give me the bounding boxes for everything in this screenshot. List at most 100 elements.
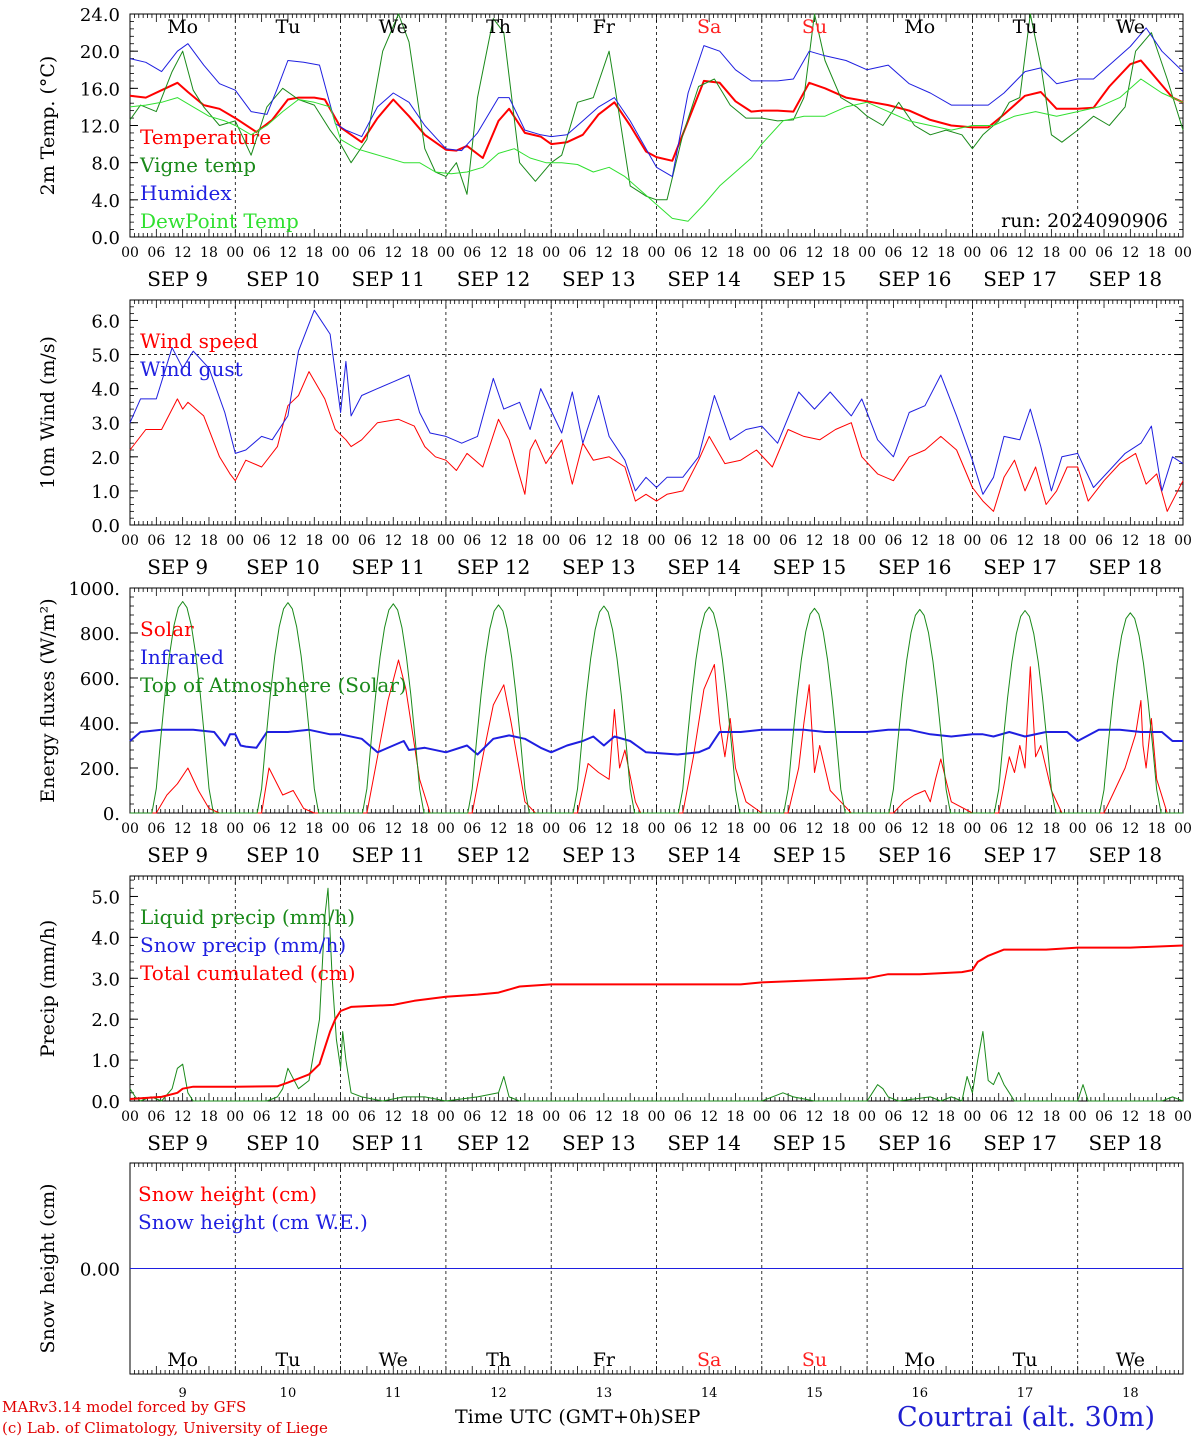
- date-label: SEP 14: [667, 267, 741, 291]
- day-number-label: 14: [701, 1386, 718, 1401]
- hour-label: 18: [305, 1109, 323, 1125]
- legend-entry: Top of Atmosphere (Solar): [140, 673, 407, 697]
- hour-label: 12: [700, 245, 718, 261]
- hour-label: 12: [595, 533, 613, 549]
- hour-label: 06: [885, 533, 903, 549]
- date-label: SEP 12: [457, 1131, 531, 1155]
- hour-label: 00: [542, 821, 560, 837]
- weekday-label: Su: [802, 16, 827, 38]
- hour-label: 00: [858, 245, 876, 261]
- hour-label: 18: [1148, 1109, 1166, 1125]
- hour-label: 06: [1095, 533, 1113, 549]
- hour-label: 00: [332, 821, 350, 837]
- date-label: SEP 15: [773, 843, 847, 867]
- model-credit: MARv3.14 model forced by GFS: [2, 1398, 247, 1416]
- hour-label: 12: [490, 533, 508, 549]
- time-axis-label: Time UTC (GMT+0h)SEP: [455, 1406, 700, 1428]
- hour-label: 06: [1095, 821, 1113, 837]
- date-label: SEP 11: [351, 1131, 425, 1155]
- date-label: SEP 16: [878, 267, 952, 291]
- hour-label: 12: [174, 533, 192, 549]
- y-axis-label: 10m Wind (m/s): [37, 336, 59, 489]
- date-label: SEP 14: [667, 1131, 741, 1155]
- date-label: SEP 11: [351, 843, 425, 867]
- hour-label: 00: [437, 1109, 455, 1125]
- hour-label: 00: [648, 821, 666, 837]
- hour-label: 00: [1174, 821, 1192, 837]
- weekday-label: Th: [486, 16, 511, 38]
- hour-label: 06: [253, 533, 271, 549]
- weekday-label: Fr: [593, 16, 616, 38]
- legend-entry: Wind gust: [140, 357, 243, 381]
- panel-2-frame: [129, 587, 1184, 814]
- hour-label: 06: [779, 821, 797, 837]
- hour-label: 18: [937, 533, 955, 549]
- hour-label: 00: [648, 245, 666, 261]
- hour-label: 06: [990, 533, 1008, 549]
- legend-entry: Total cumulated (cm): [140, 961, 356, 985]
- date-label: SEP 18: [1089, 843, 1163, 867]
- hour-label: 00: [963, 245, 981, 261]
- weekday-label: Mo: [167, 1349, 198, 1371]
- hour-label: 06: [463, 245, 481, 261]
- hour-label: 00: [1069, 1109, 1087, 1125]
- day-number-label: 12: [490, 1386, 507, 1401]
- weekday-label: We: [1116, 16, 1145, 38]
- weekday-label: Tu: [1013, 1349, 1038, 1371]
- hour-label: 06: [990, 245, 1008, 261]
- hour-label: 06: [463, 821, 481, 837]
- y-tick-label: 1.0: [91, 482, 120, 503]
- hour-label: 06: [990, 821, 1008, 837]
- date-label: SEP 10: [246, 843, 320, 867]
- series-line-total-cumulated-cm-: [129, 944, 1184, 1100]
- hour-label: 06: [885, 1109, 903, 1125]
- hour-label: 00: [1069, 245, 1087, 261]
- hour-label: 12: [700, 1109, 718, 1125]
- hour-label: 18: [832, 1109, 850, 1125]
- date-label: SEP 13: [562, 555, 636, 579]
- weekday-label: Mo: [904, 16, 935, 38]
- y-tick-label: 2.0: [91, 1010, 120, 1031]
- legend-entry: Wind speed: [140, 329, 258, 353]
- hour-label: 06: [1095, 245, 1113, 261]
- hour-label: 06: [358, 245, 376, 261]
- hour-label: 18: [200, 1109, 218, 1125]
- hour-label: 18: [1148, 245, 1166, 261]
- y-axis-label: 2m Temp. (°C): [37, 56, 59, 196]
- hour-label: 18: [1148, 821, 1166, 837]
- hour-label: 18: [937, 245, 955, 261]
- legend-entry: Snow height (cm W.E.): [138, 1210, 368, 1234]
- day-number-label: 13: [596, 1386, 613, 1401]
- hour-label: 06: [990, 1109, 1008, 1125]
- hour-label: 18: [305, 821, 323, 837]
- hour-label: 00: [332, 533, 350, 549]
- hour-label: 12: [279, 533, 297, 549]
- series-line-dewpoint-temp: [129, 78, 1184, 222]
- weekday-label: We: [1116, 1349, 1145, 1371]
- y-tick-label: 2.0: [91, 448, 120, 469]
- y-tick-label: 0.0: [91, 1092, 120, 1113]
- hour-label: 12: [595, 821, 613, 837]
- hour-label: 12: [279, 1109, 297, 1125]
- legend-entry: Vigne temp: [139, 153, 256, 177]
- date-label: SEP 17: [983, 555, 1057, 579]
- hour-label: 18: [621, 245, 639, 261]
- hour-label: 00: [437, 533, 455, 549]
- y-tick-label: 5.0: [91, 346, 120, 367]
- hour-label: 00: [648, 533, 666, 549]
- hour-label: 00: [753, 533, 771, 549]
- hour-label: 00: [332, 1109, 350, 1125]
- hour-label: 18: [832, 533, 850, 549]
- hour-label: 00: [542, 1109, 560, 1125]
- hour-label: 12: [174, 245, 192, 261]
- legend-entry: Liquid precip (mm/h): [140, 905, 355, 929]
- y-tick-label: 0.: [103, 804, 120, 825]
- hour-label: 18: [727, 245, 745, 261]
- hour-label: 06: [885, 245, 903, 261]
- hour-label: 06: [463, 533, 481, 549]
- hour-label: 12: [1016, 245, 1034, 261]
- hour-label: 12: [1121, 533, 1139, 549]
- weekday-label: Th: [486, 1349, 511, 1371]
- y-tick-label: 1.0: [91, 1051, 120, 1072]
